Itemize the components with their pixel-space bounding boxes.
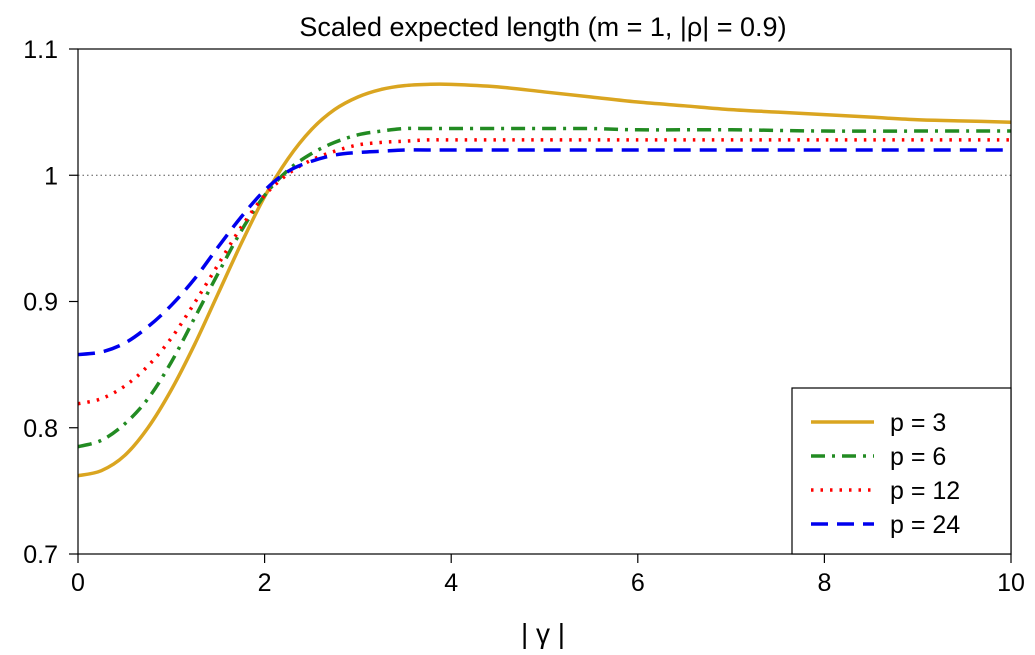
plot-frame xyxy=(77,48,1012,555)
legend-box xyxy=(791,387,1012,555)
legend: p = 3 p = 6 p = 12 p = 24 xyxy=(791,387,1012,555)
ticks-layer: 0 2 4 6 8 10 0.7 0.8 0.9 1 1.1 xyxy=(23,36,1025,597)
x-tick-label: 6 xyxy=(631,569,645,597)
series-line-4 xyxy=(77,148,1011,357)
x-tick-label: 4 xyxy=(444,569,458,597)
y-tick-label: 1 xyxy=(44,162,58,190)
x-tick-label: 10 xyxy=(997,569,1025,597)
legend-label: p = 3 xyxy=(890,409,946,437)
y-tick-label: 1.1 xyxy=(23,36,58,64)
legend-label: p = 24 xyxy=(890,511,960,539)
x-axis-label: | γ | xyxy=(521,618,565,649)
x-tick-label: 8 xyxy=(817,569,831,597)
chart-title: Scaled expected length (m = 1, |ρ| = 0.9… xyxy=(299,12,786,42)
y-tick-label: 0.8 xyxy=(23,415,58,443)
legend-label: p = 6 xyxy=(890,443,946,471)
series-line-2 xyxy=(77,126,1011,449)
y-tick-label: 0.7 xyxy=(23,541,58,569)
x-tick-label: 0 xyxy=(71,569,85,597)
x-tick-label: 2 xyxy=(258,569,272,597)
y-tick-label: 0.9 xyxy=(23,289,58,317)
series-line-3 xyxy=(77,138,1011,406)
series-line-1 xyxy=(77,82,1012,478)
legend-label: p = 12 xyxy=(890,477,960,505)
series-layer xyxy=(77,82,1012,478)
